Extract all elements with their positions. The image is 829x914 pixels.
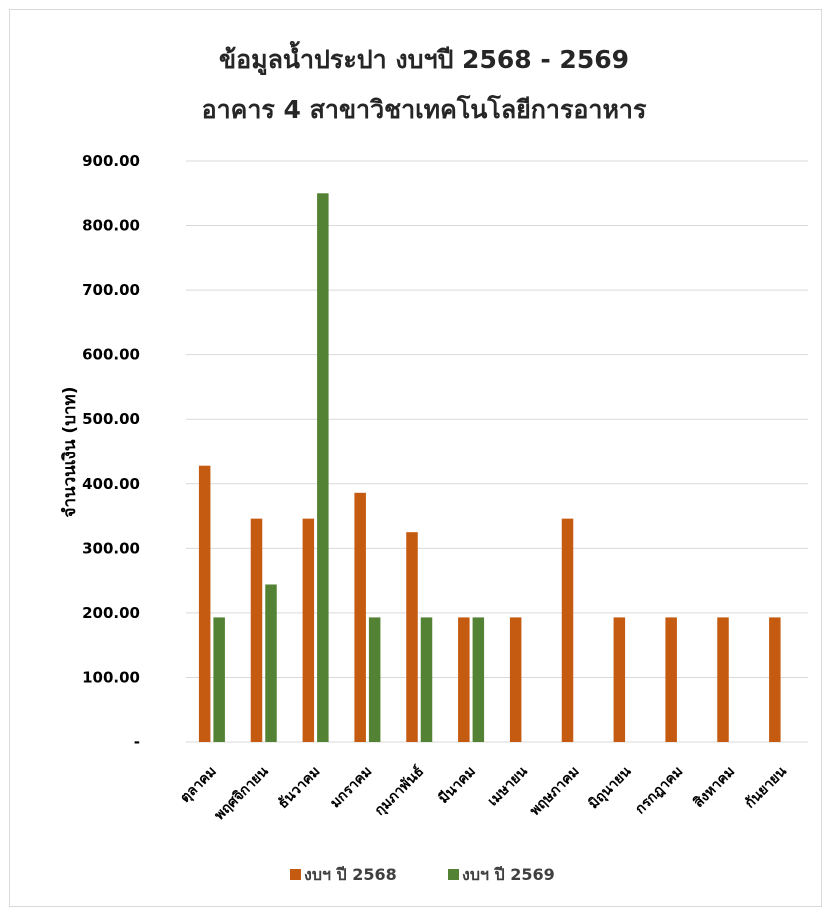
legend-swatch bbox=[290, 869, 301, 880]
bar-series-2 bbox=[265, 584, 277, 742]
x-tick-label: กรกฎาคม bbox=[632, 764, 686, 818]
bar-series-1 bbox=[354, 492, 366, 742]
y-axis-ticks: - 100.00 200.00 300.00 400.00 500.00 600.00 700… bbox=[82, 152, 140, 751]
y-tick-label: 800.00 bbox=[82, 217, 140, 235]
bar-series-1 bbox=[561, 518, 574, 742]
chart-frame bbox=[9, 9, 822, 907]
x-tick-label: เมษายน bbox=[485, 763, 531, 809]
x-tick-label: ตุลาคม bbox=[177, 764, 220, 807]
bars bbox=[198, 193, 781, 742]
x-tick-label: มีนาคม bbox=[436, 764, 479, 807]
x-tick-label: กุมภาพันธ์ bbox=[371, 763, 427, 819]
bar-series-1 bbox=[198, 465, 211, 742]
y-tick-label: 200.00 bbox=[82, 604, 140, 622]
y-tick-label: 700.00 bbox=[82, 281, 140, 299]
chart-title: ข้อมูลน้ำประปา งบฯปี 2568 - 2569 bbox=[219, 40, 629, 76]
x-tick-label: มิถุนายน bbox=[586, 763, 635, 812]
bar-series-2 bbox=[472, 617, 485, 742]
x-tick-label: ธันวาคม bbox=[275, 764, 323, 812]
y-axis-label: จำนวนเงิน (บาท) bbox=[60, 386, 80, 517]
bar-series-2 bbox=[213, 617, 225, 742]
legend-label: งบฯ ปี 2569 bbox=[462, 865, 555, 884]
bar-series-1 bbox=[613, 617, 626, 742]
x-tick-label: พฤศจิกายน bbox=[212, 763, 272, 823]
y-tick-label: 500.00 bbox=[82, 410, 140, 428]
x-tick-label: พฤษภาคม bbox=[527, 764, 583, 820]
bar-series-1 bbox=[769, 617, 781, 742]
bar-series-1 bbox=[717, 617, 729, 742]
legend-swatch bbox=[448, 869, 459, 880]
x-tick-label: กันยายน bbox=[742, 763, 790, 811]
bar-series-1 bbox=[509, 617, 522, 742]
y-tick-label: 900.00 bbox=[82, 152, 140, 170]
y-tick-label: 300.00 bbox=[82, 539, 140, 557]
bar-series-2 bbox=[420, 617, 433, 742]
y-tick-label: 600.00 bbox=[82, 346, 140, 364]
bar-series-1 bbox=[302, 518, 315, 742]
bar-series-2 bbox=[317, 193, 329, 742]
y-tick-label: 400.00 bbox=[82, 475, 140, 493]
legend-label: งบฯ ปี 2568 bbox=[304, 865, 397, 884]
legend: งบฯ ปี 2568 งบฯ ปี 2569 bbox=[290, 865, 555, 884]
bar-series-1 bbox=[665, 617, 677, 742]
x-tick-label: มกราคม bbox=[327, 764, 375, 812]
chart-subtitle: อาคาร 4 สาขาวิชาเทคโนโลยีการอาหาร bbox=[202, 94, 647, 124]
y-tick-label: - bbox=[134, 733, 140, 751]
x-tick-label: สิงหาคม bbox=[690, 764, 738, 812]
bar-series-1 bbox=[250, 518, 263, 742]
bar-series-1 bbox=[458, 617, 470, 742]
bar-series-2 bbox=[368, 617, 381, 742]
y-tick-label: 100.00 bbox=[82, 668, 140, 686]
bar-series-1 bbox=[406, 532, 418, 742]
grid bbox=[186, 160, 808, 743]
